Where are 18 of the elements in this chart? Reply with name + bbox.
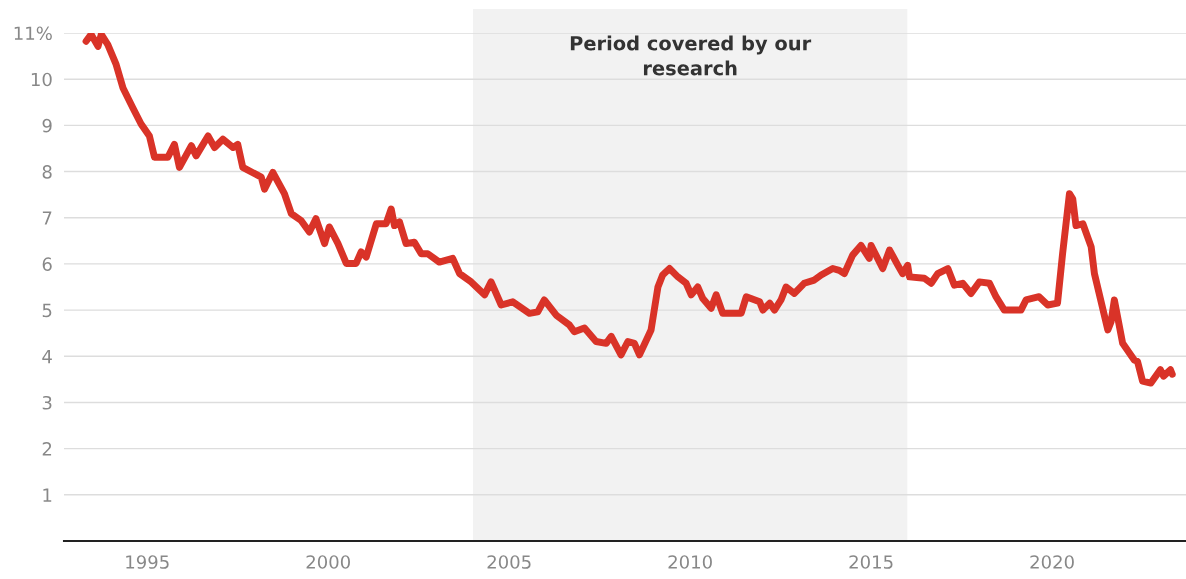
y-tick-label: 11% <box>14 26 52 41</box>
x-tick-label: 2005 <box>487 555 531 569</box>
y-tick-label: 4 <box>42 349 52 364</box>
band-label: Period covered by our research <box>570 35 812 76</box>
y-tick-label: 2 <box>42 442 52 456</box>
x-tick-label: 1995 <box>126 555 169 569</box>
x-tick-label: 2000 <box>306 555 350 569</box>
y-tick-label: 10 <box>31 72 52 87</box>
x-tick-label: 2015 <box>849 555 893 569</box>
x-tick-label: 2010 <box>668 555 712 569</box>
y-tick-label: 1 <box>43 488 52 502</box>
y-tick-label: 3 <box>42 395 52 410</box>
y-tick-label: 8 <box>42 165 52 179</box>
y-tick-label: 6 <box>42 257 52 272</box>
y-tick-label: 5 <box>42 303 52 318</box>
x-tick-label: 2020 <box>1030 555 1074 569</box>
y-tick-label: 7 <box>42 211 52 225</box>
y-tick-label: 9 <box>42 118 52 133</box>
